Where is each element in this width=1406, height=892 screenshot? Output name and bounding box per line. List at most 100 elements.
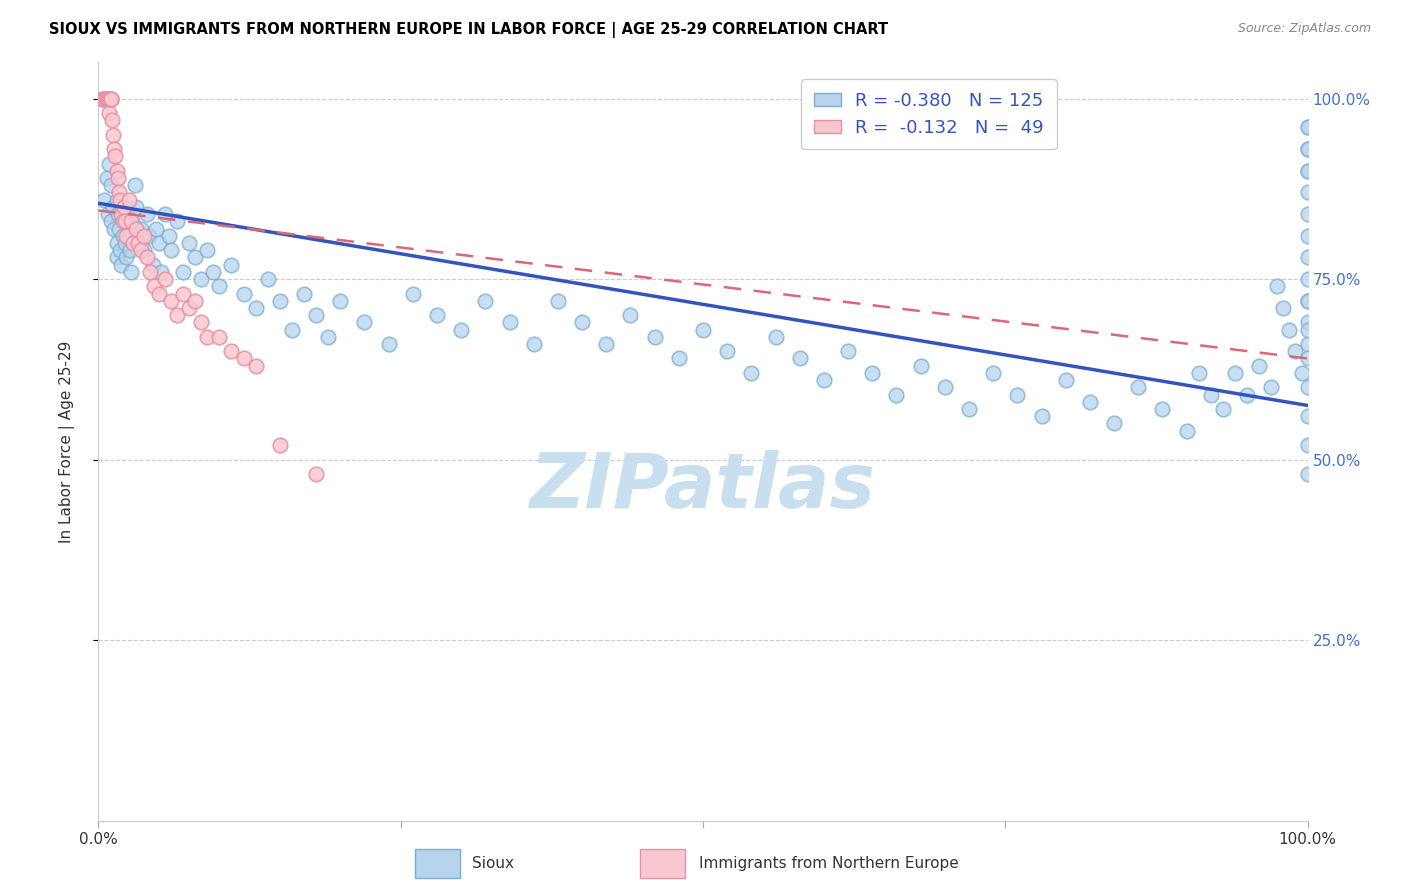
Point: [1296, 120, 1319, 135]
Point: [886, 387, 908, 401]
Point: [125, 200, 148, 214]
Point: [716, 344, 738, 359]
Point: [108, 243, 131, 257]
Point: [105, 163, 128, 178]
Point: [1296, 467, 1319, 481]
Y-axis label: In Labor Force | Age 25-29: In Labor Force | Age 25-29: [59, 341, 75, 542]
Point: [1296, 186, 1319, 200]
Point: [668, 351, 690, 366]
Point: [105, 193, 128, 207]
Point: [1272, 301, 1295, 315]
Point: [305, 308, 328, 322]
Point: [813, 373, 835, 387]
Point: [94, 91, 117, 105]
Point: [221, 258, 243, 272]
Point: [111, 200, 134, 214]
Point: [208, 330, 231, 344]
Point: [118, 221, 141, 235]
Point: [426, 308, 449, 322]
Point: [134, 243, 156, 257]
Point: [1102, 417, 1125, 431]
Point: [118, 193, 141, 207]
Point: [1128, 380, 1150, 394]
Point: [202, 265, 225, 279]
Point: [1284, 344, 1306, 359]
Point: [644, 330, 666, 344]
Point: [1278, 323, 1301, 337]
Point: [353, 315, 375, 329]
Text: Source: ZipAtlas.com: Source: ZipAtlas.com: [1237, 22, 1371, 36]
Point: [547, 293, 569, 308]
Point: [166, 308, 188, 322]
Point: [120, 214, 142, 228]
Point: [124, 178, 146, 193]
Point: [256, 272, 278, 286]
Point: [1212, 402, 1234, 417]
Text: Sioux: Sioux: [472, 855, 515, 871]
FancyBboxPatch shape: [640, 848, 685, 878]
Point: [110, 207, 132, 221]
Point: [957, 402, 980, 417]
Point: [96, 171, 118, 186]
Point: [107, 171, 129, 186]
Point: [232, 286, 254, 301]
Point: [292, 286, 315, 301]
Point: [127, 235, 149, 250]
Point: [101, 128, 124, 142]
Point: [1296, 323, 1319, 337]
Point: [134, 228, 156, 243]
Point: [105, 251, 128, 265]
Point: [172, 265, 194, 279]
Point: [108, 221, 131, 235]
Point: [139, 265, 162, 279]
Point: [377, 337, 399, 351]
Point: [1296, 293, 1319, 308]
Point: [269, 438, 291, 452]
Point: [101, 200, 124, 214]
Point: [1175, 424, 1198, 438]
Point: [1296, 120, 1319, 135]
Point: [1296, 163, 1319, 178]
Point: [1296, 293, 1319, 308]
Point: [97, 91, 120, 105]
Point: [150, 265, 173, 279]
Point: [1291, 366, 1313, 380]
Point: [1199, 387, 1222, 401]
Point: [148, 286, 170, 301]
Point: [110, 258, 132, 272]
Point: [281, 323, 304, 337]
Point: [107, 207, 129, 221]
Point: [129, 243, 152, 257]
Point: [1054, 373, 1077, 387]
Point: [184, 251, 207, 265]
Legend: R = -0.380   N = 125, R =  -0.132   N =  49: R = -0.380 N = 125, R = -0.132 N = 49: [801, 79, 1057, 149]
Point: [1296, 409, 1319, 424]
Point: [232, 351, 254, 366]
Point: [121, 214, 143, 228]
Point: [108, 193, 131, 207]
Point: [692, 323, 714, 337]
Text: ZIPatlas: ZIPatlas: [530, 450, 876, 524]
Point: [112, 214, 135, 228]
Point: [934, 380, 956, 394]
Point: [100, 113, 122, 128]
Point: [105, 235, 128, 250]
Point: [115, 228, 138, 243]
Point: [125, 221, 148, 235]
Point: [195, 330, 218, 344]
Point: [1296, 207, 1319, 221]
Point: [402, 286, 425, 301]
Point: [153, 207, 176, 221]
Point: [138, 228, 160, 243]
Point: [103, 142, 125, 156]
Point: [1296, 163, 1319, 178]
Point: [1296, 142, 1319, 156]
Point: [305, 467, 328, 481]
Point: [111, 228, 134, 243]
Point: [1223, 366, 1246, 380]
Text: SIOUX VS IMMIGRANTS FROM NORTHERN EUROPE IN LABOR FORCE | AGE 25-29 CORRELATION : SIOUX VS IMMIGRANTS FROM NORTHERN EUROPE…: [49, 22, 889, 38]
Point: [329, 293, 352, 308]
Point: [571, 315, 593, 329]
Point: [1078, 394, 1101, 409]
Point: [112, 200, 135, 214]
